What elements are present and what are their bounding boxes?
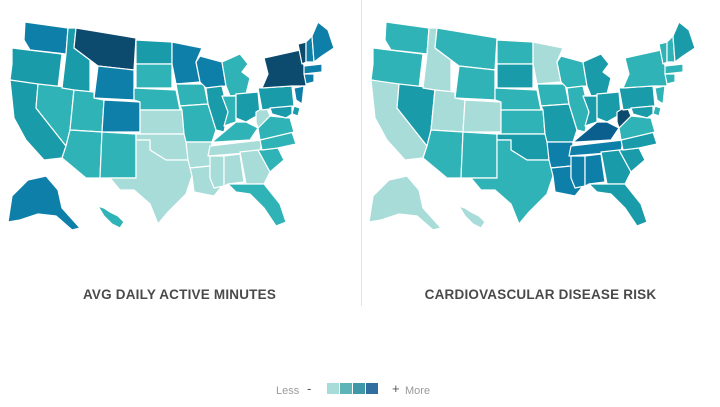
state-hi [458,205,486,229]
state-nd [135,39,173,65]
state-tx [109,139,193,225]
state-wi [195,55,227,89]
state-az [61,129,103,179]
panel-divider [361,0,362,306]
state-nj [293,85,305,105]
state-sd [496,63,534,89]
state-ne [133,87,181,111]
legend-swatch-3 [353,383,365,394]
state-ny [622,49,668,89]
map-panel-left: AVG DAILY ACTIVE MINUTES [0,0,359,320]
legend-swatch-4 [366,383,378,394]
state-nm [99,131,137,179]
legend-swatch-2 [340,383,352,394]
state-al [223,153,245,187]
state-ma [664,63,684,75]
legend-plus-sign: + [392,381,400,396]
state-me [311,21,335,63]
state-fl [588,183,648,227]
state-ms [209,155,225,189]
color-legend: Less - + More [276,380,446,400]
activity-map [7,21,335,231]
legend-swatch-1 [327,383,339,394]
state-al [584,153,606,187]
state-de [291,105,301,117]
state-de [652,105,662,117]
state-ma [303,63,323,75]
state-ms [570,155,586,189]
state-wa [384,21,430,55]
state-ne [494,87,542,111]
state-co [462,99,502,133]
legend-minus-sign: - [307,381,312,396]
state-ny [261,49,307,89]
cardio-risk-map [368,21,696,231]
state-ak [368,175,442,231]
state-co [101,99,141,133]
legend-more-label: More [405,385,431,397]
state-nd [496,39,534,65]
state-ia [175,83,209,107]
state-md [269,105,293,119]
state-fl [227,183,287,227]
state-mi [221,53,251,97]
state-nj [654,85,666,105]
map-title-left: AVG DAILY ACTIVE MINUTES [82,287,277,302]
state-in [582,95,598,127]
state-wa [23,21,69,55]
state-wy [93,65,135,101]
state-in [221,95,237,127]
state-ky [211,121,259,143]
state-nm [460,131,498,179]
state-az [422,129,464,179]
state-oh [235,91,261,123]
state-ks [500,109,546,135]
state-sd [135,63,173,89]
state-wy [454,65,496,101]
state-mi [582,53,612,97]
map-panel-right: CARDIOVASCULAR DISEASE RISK [361,0,720,320]
legend-less-label: Less [276,385,300,397]
state-ks [139,109,185,135]
state-ia [536,83,570,107]
state-tx [470,139,554,225]
state-ct [664,73,676,85]
state-me [672,21,696,63]
state-wi [556,55,588,89]
state-oh [596,91,622,123]
state-ky [572,121,620,143]
state-ct [303,73,315,85]
state-md [630,105,654,119]
map-title-right: CARDIOVASCULAR DISEASE RISK [424,287,657,302]
state-hi [97,205,125,229]
state-ak [7,175,81,231]
